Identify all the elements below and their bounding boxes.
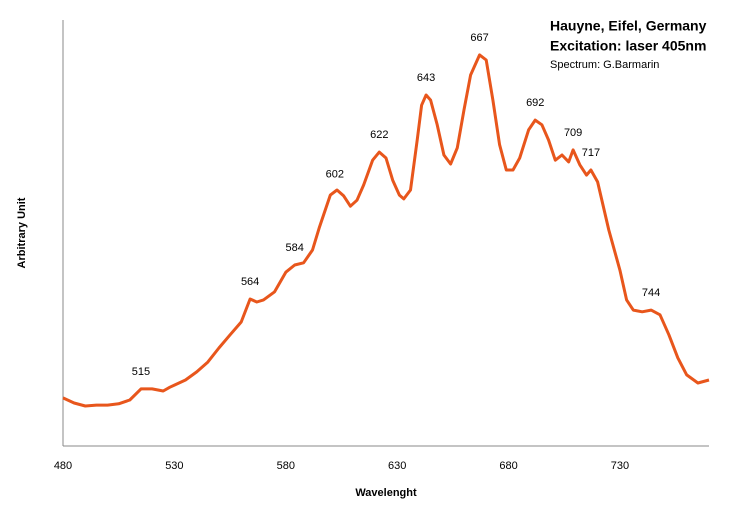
peak-label: 564: [241, 276, 259, 288]
peak-label: 643: [417, 72, 435, 84]
x-tick-label: 730: [611, 460, 629, 472]
x-tick-label: 480: [54, 460, 72, 472]
peak-label: 709: [564, 127, 582, 139]
peak-label: 602: [326, 169, 344, 181]
chart-title: Hauyne, Eifel, Germany: [550, 18, 707, 34]
peak-label: 515: [132, 366, 150, 378]
peak-label: 584: [285, 242, 303, 254]
x-tick-label: 530: [165, 460, 183, 472]
peak-label: 667: [470, 32, 488, 44]
peak-label: 717: [582, 147, 600, 159]
peak-label: 622: [370, 129, 388, 141]
peak-label: 744: [642, 287, 660, 299]
x-tick-label: 680: [499, 460, 517, 472]
y-axis-label: Arbitrary Unit: [16, 197, 28, 268]
peak-label: 692: [526, 97, 544, 109]
spectrum-line: [62, 53, 710, 408]
x-axis-label: Wavelenght: [355, 487, 417, 499]
chart-subtitle: Excitation: laser 405nm: [550, 38, 706, 54]
x-tick-label: 580: [277, 460, 295, 472]
x-tick-label: 630: [388, 460, 406, 472]
chart-credit: Spectrum: G.Barmarin: [550, 59, 659, 71]
